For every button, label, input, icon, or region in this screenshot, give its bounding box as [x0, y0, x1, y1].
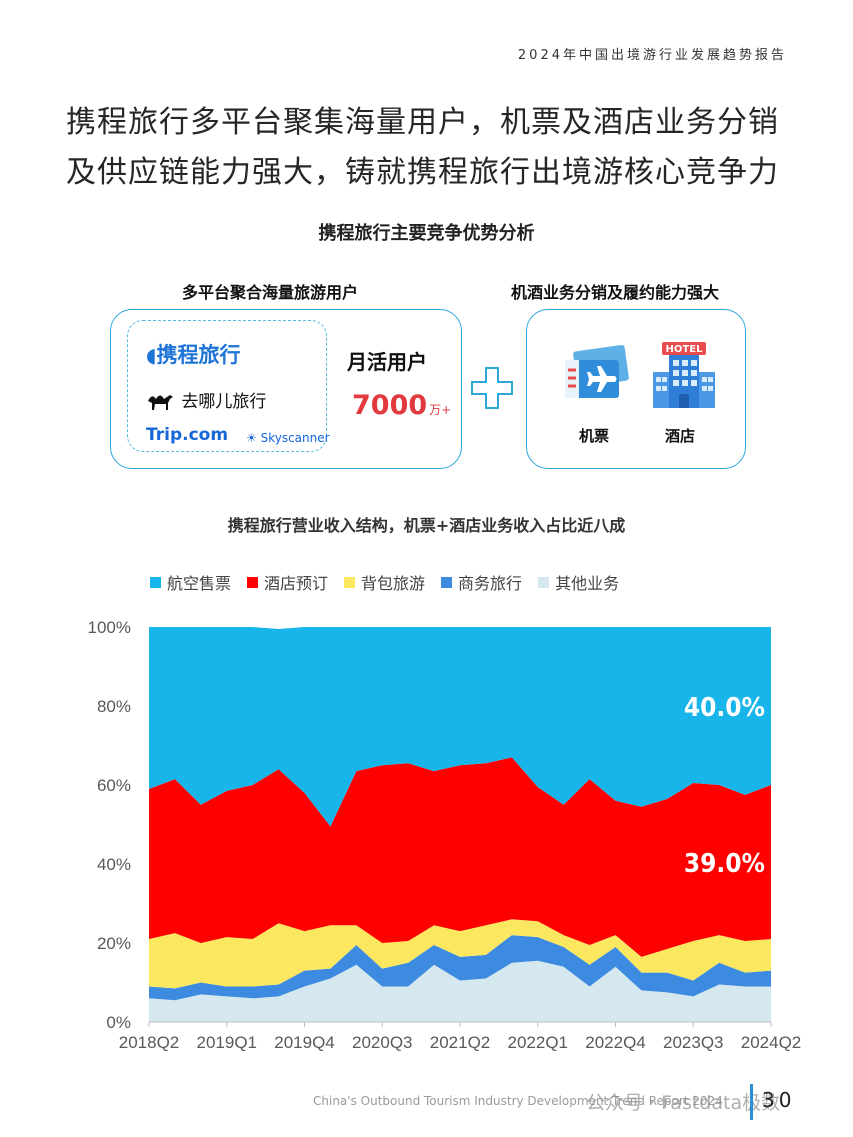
x-tick-label: 2018Q2	[119, 1033, 180, 1052]
qunar-logo: 去哪儿旅行	[146, 387, 266, 412]
x-tick-label: 2022Q1	[508, 1033, 569, 1052]
y-tick-label: 100%	[88, 618, 131, 637]
legend-label: 酒店预订	[264, 574, 329, 593]
x-tick-label: 2019Q4	[274, 1033, 335, 1052]
left-box-caption: 多平台聚合海量旅游用户	[182, 283, 359, 302]
legend-item-business: 商务旅行	[441, 570, 522, 594]
tripcom-logo: Trip.com	[146, 425, 229, 445]
x-tick-label: 2024Q2	[741, 1033, 802, 1052]
legend-swatch	[150, 576, 161, 588]
legend-swatch	[247, 576, 259, 588]
report-title: 2024年中国出境游行业发展趋势报告	[517, 48, 787, 63]
y-tick-label: 40%	[97, 855, 131, 874]
footer-english-title: China's Outbound Tourism Industry Develo…	[313, 1094, 723, 1108]
revenue-structure-chart: 0% 20% 40% 60% 80% 100% 2018Q2 2019Q1 2019Q4 2020…	[88, 618, 802, 1052]
legend-item-package: 背包旅游	[344, 570, 425, 594]
x-tick-label: 2020Q3	[352, 1033, 413, 1052]
plus-icon	[471, 367, 513, 409]
headline-line-2: 及供应链能力强大，铸就携程旅行出境游核心竞争力	[66, 155, 779, 190]
distribution-panel: 机票 HOTEL 酒店	[526, 309, 746, 469]
skyscanner-logo: ☀ Skyscanner	[246, 431, 330, 445]
legend-label: 背包旅游	[361, 574, 426, 593]
area-series-other	[149, 960, 771, 1022]
legend-swatch	[344, 576, 356, 588]
mau-unit: 万+	[429, 403, 452, 417]
page-number: 30	[762, 1088, 796, 1112]
area-series-hotel	[149, 757, 771, 957]
legend-item-hotel: 酒店预订	[247, 570, 328, 594]
dolphin-icon: ◖	[146, 343, 157, 367]
headline-line-1: 携程旅行多平台聚集海量用户，机票及酒店业务分销	[66, 105, 779, 140]
platforms-panel: ◖携程旅行 去哪儿旅行 Trip.com ☀ Skyscanner 月活用户 7…	[110, 309, 462, 469]
x-tick-label: 2019Q1	[197, 1033, 258, 1052]
page-number-bar	[750, 1084, 753, 1120]
legend-label: 商务旅行	[458, 574, 523, 593]
ticket-label: 机票	[579, 427, 610, 445]
data-label: 39.0%	[684, 849, 765, 879]
sunrise-icon: ☀	[246, 431, 257, 445]
legend-label: 航空售票	[167, 574, 232, 593]
y-tick-label: 20%	[97, 934, 131, 953]
logos-group: ◖携程旅行 去哪儿旅行 Trip.com ☀ Skyscanner	[127, 320, 330, 452]
area-series-air	[149, 627, 771, 827]
mau-value: 7000 万+	[352, 390, 452, 421]
hotel-label: 酒店	[665, 427, 696, 445]
legend-swatch	[441, 576, 453, 588]
advantages-title: 携程旅行主要竞争优势分析	[318, 223, 535, 244]
hotel-building-icon: HOTEL	[653, 342, 715, 408]
x-tick-label: 2022Q4	[585, 1033, 646, 1052]
legend-item-other: 其他业务	[538, 570, 619, 594]
y-tick-label: 60%	[97, 776, 131, 795]
airplane-ticket-icon	[565, 344, 629, 398]
legend-swatch	[538, 576, 550, 588]
area-series-package	[149, 919, 771, 989]
hotel-sign-text: HOTEL	[666, 344, 704, 355]
data-label: 40.0%	[684, 693, 765, 723]
mau-label: 月活用户	[347, 350, 427, 374]
x-tick-label: 2023Q3	[663, 1033, 724, 1052]
x-tick-label: 2021Q2	[430, 1033, 491, 1052]
y-tick-label: 0%	[106, 1013, 131, 1032]
legend-item-air: 航空售票	[150, 570, 231, 594]
right-box-caption: 机酒业务分销及履约能力强大	[511, 283, 720, 302]
camel-icon	[148, 395, 173, 410]
area-series-business	[149, 935, 771, 1001]
chart-caption: 携程旅行营业收入结构，机票+酒店业务收入占比近八成	[227, 516, 626, 535]
watermark: 公众号 · Fastdata极数	[586, 1092, 781, 1114]
legend-label: 其他业务	[555, 574, 620, 593]
chart-legend: 航空售票 酒店预订 背包旅游 商务旅行 其他业务	[150, 570, 619, 594]
ctrip-logo: ◖携程旅行	[146, 343, 241, 367]
y-tick-label: 80%	[97, 697, 131, 716]
headline: 携程旅行多平台聚集海量用户，机票及酒店业务分销 及供应链能力强大，铸就携程旅行出…	[66, 98, 806, 198]
